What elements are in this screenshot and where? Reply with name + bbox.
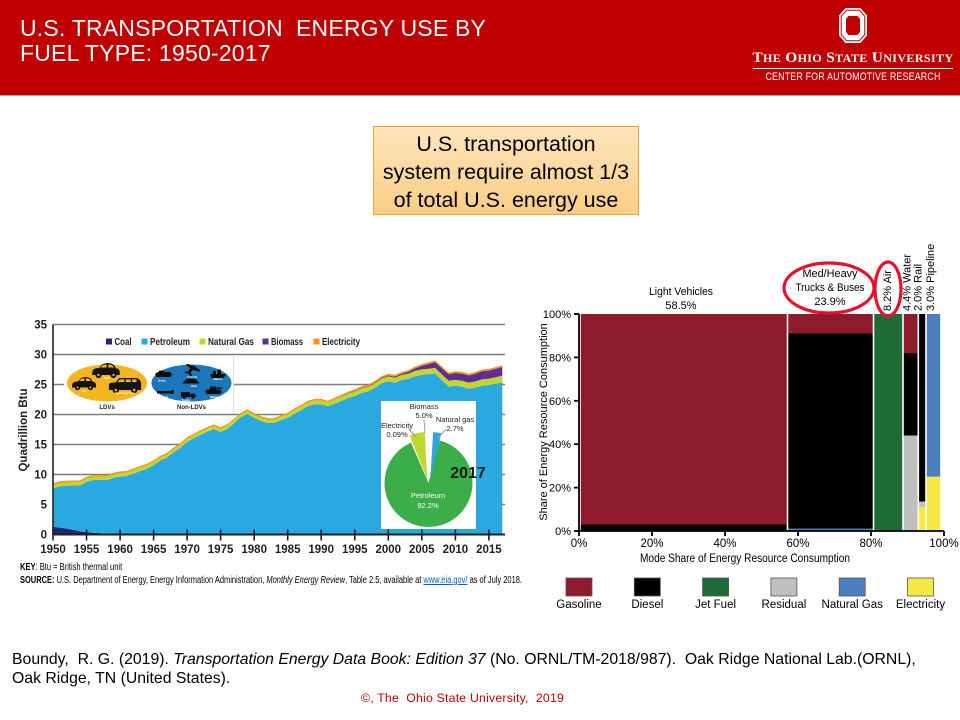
svg-text:Aircraft: Aircraft — [187, 375, 197, 379]
svg-text:25: 25 — [34, 380, 47, 392]
svg-text:Jet Fuel: Jet Fuel — [695, 599, 736, 611]
svg-text:35: 35 — [34, 320, 47, 332]
svg-text:Non-LDVs: Non-LDVs — [177, 405, 207, 411]
svg-text:Gasoline: Gasoline — [556, 599, 601, 611]
svg-text:20: 20 — [34, 410, 47, 422]
svg-text:Car: Car — [82, 389, 88, 393]
svg-text:2.7%: 2.7% — [446, 424, 463, 433]
svg-text:2017: 2017 — [450, 465, 486, 482]
svg-text:Petroleum: Petroleum — [411, 491, 445, 500]
svg-text:Residual: Residual — [762, 599, 807, 611]
svg-text:Natural Gas: Natural Gas — [208, 337, 254, 348]
svg-text:Natural Gas: Natural Gas — [822, 599, 884, 611]
svg-text:Electricity: Electricity — [896, 599, 945, 611]
svg-text:23.9%: 23.9% — [814, 296, 845, 308]
svg-text:1960: 1960 — [107, 544, 133, 556]
svg-text:10: 10 — [34, 470, 47, 482]
svg-text:2.0% Rail: 2.0% Rail — [913, 264, 925, 311]
svg-text:1965: 1965 — [141, 544, 167, 556]
svg-text:1980: 1980 — [241, 544, 267, 556]
svg-text:1950: 1950 — [40, 544, 66, 556]
svg-text:3.0% Pipeline: 3.0% Pipeline — [925, 244, 937, 311]
svg-text:Trucks: Trucks — [181, 398, 190, 402]
svg-text:Electricity: Electricity — [381, 421, 413, 430]
svg-text:1955: 1955 — [74, 544, 100, 556]
svg-text:30: 30 — [34, 350, 47, 362]
svg-text:Petroleum: Petroleum — [150, 337, 190, 348]
svg-text:15: 15 — [34, 440, 47, 452]
svg-text:1985: 1985 — [275, 544, 301, 556]
svg-text:0: 0 — [41, 530, 47, 542]
svg-text:Passenger Van: Passenger Van — [115, 391, 135, 395]
svg-text:8.2% Air: 8.2% Air — [882, 270, 894, 311]
svg-text:Quadrillion Btu: Quadrillion Btu — [18, 388, 30, 471]
svg-text:100%: 100% — [929, 538, 958, 550]
svg-text:40%: 40% — [549, 439, 571, 451]
svg-text:40%: 40% — [713, 538, 736, 550]
svg-text:Biomass: Biomass — [410, 402, 439, 411]
svg-text:Electricity: Electricity — [322, 337, 360, 348]
svg-text:Rail: Rail — [191, 384, 196, 388]
svg-text:Pipeline: Pipeline — [158, 395, 169, 399]
svg-text:2010: 2010 — [443, 544, 469, 556]
svg-text:5: 5 — [41, 500, 48, 512]
svg-text:Trucks & Buses: Trucks & Buses — [796, 282, 865, 294]
svg-text:Med/Heavy: Med/Heavy — [803, 268, 858, 280]
svg-text:58.5%: 58.5% — [665, 300, 696, 312]
svg-text:1990: 1990 — [308, 544, 334, 556]
svg-text:80%: 80% — [859, 538, 882, 550]
svg-text:Military: Military — [210, 395, 220, 399]
svg-text:5.0%: 5.0% — [415, 411, 432, 420]
svg-text:Coal: Coal — [115, 337, 132, 348]
svg-text:LDVs: LDVs — [99, 405, 115, 411]
svg-text:1995: 1995 — [342, 544, 368, 556]
svg-text:0%: 0% — [555, 526, 571, 538]
svg-text:SUV: SUV — [104, 376, 110, 380]
svg-text:60%: 60% — [786, 538, 809, 550]
svg-text:92.2%: 92.2% — [417, 501, 439, 510]
svg-text:100%: 100% — [543, 309, 571, 321]
svg-text:80%: 80% — [549, 352, 571, 364]
svg-text:1975: 1975 — [208, 544, 234, 556]
svg-text:4.4% Water: 4.4% Water — [902, 254, 914, 311]
svg-text:20%: 20% — [549, 483, 571, 495]
svg-text:Natural gas: Natural gas — [436, 415, 475, 424]
svg-text:0.09%: 0.09% — [386, 430, 408, 439]
svg-text:Mode Share of Energy Resource: Mode Share of Energy Resource Consumptio… — [640, 553, 850, 565]
svg-text:1970: 1970 — [174, 544, 200, 556]
svg-text:2015: 2015 — [476, 544, 502, 556]
svg-text:Boats: Boats — [158, 379, 166, 383]
svg-text:2000: 2000 — [376, 544, 402, 556]
svg-text:Diesel: Diesel — [631, 599, 663, 611]
svg-text:2005: 2005 — [409, 544, 435, 556]
svg-text:20%: 20% — [640, 538, 663, 550]
svg-text:Light Vehicles: Light Vehicles — [649, 286, 713, 298]
svg-text:Marine: Marine — [213, 377, 222, 381]
svg-text:Share of Energy Resource Consu: Share of Energy Resource Consumption — [538, 323, 550, 521]
svg-text:60%: 60% — [549, 396, 571, 408]
svg-text:0%: 0% — [571, 538, 588, 550]
svg-text:Biomass: Biomass — [271, 337, 303, 348]
